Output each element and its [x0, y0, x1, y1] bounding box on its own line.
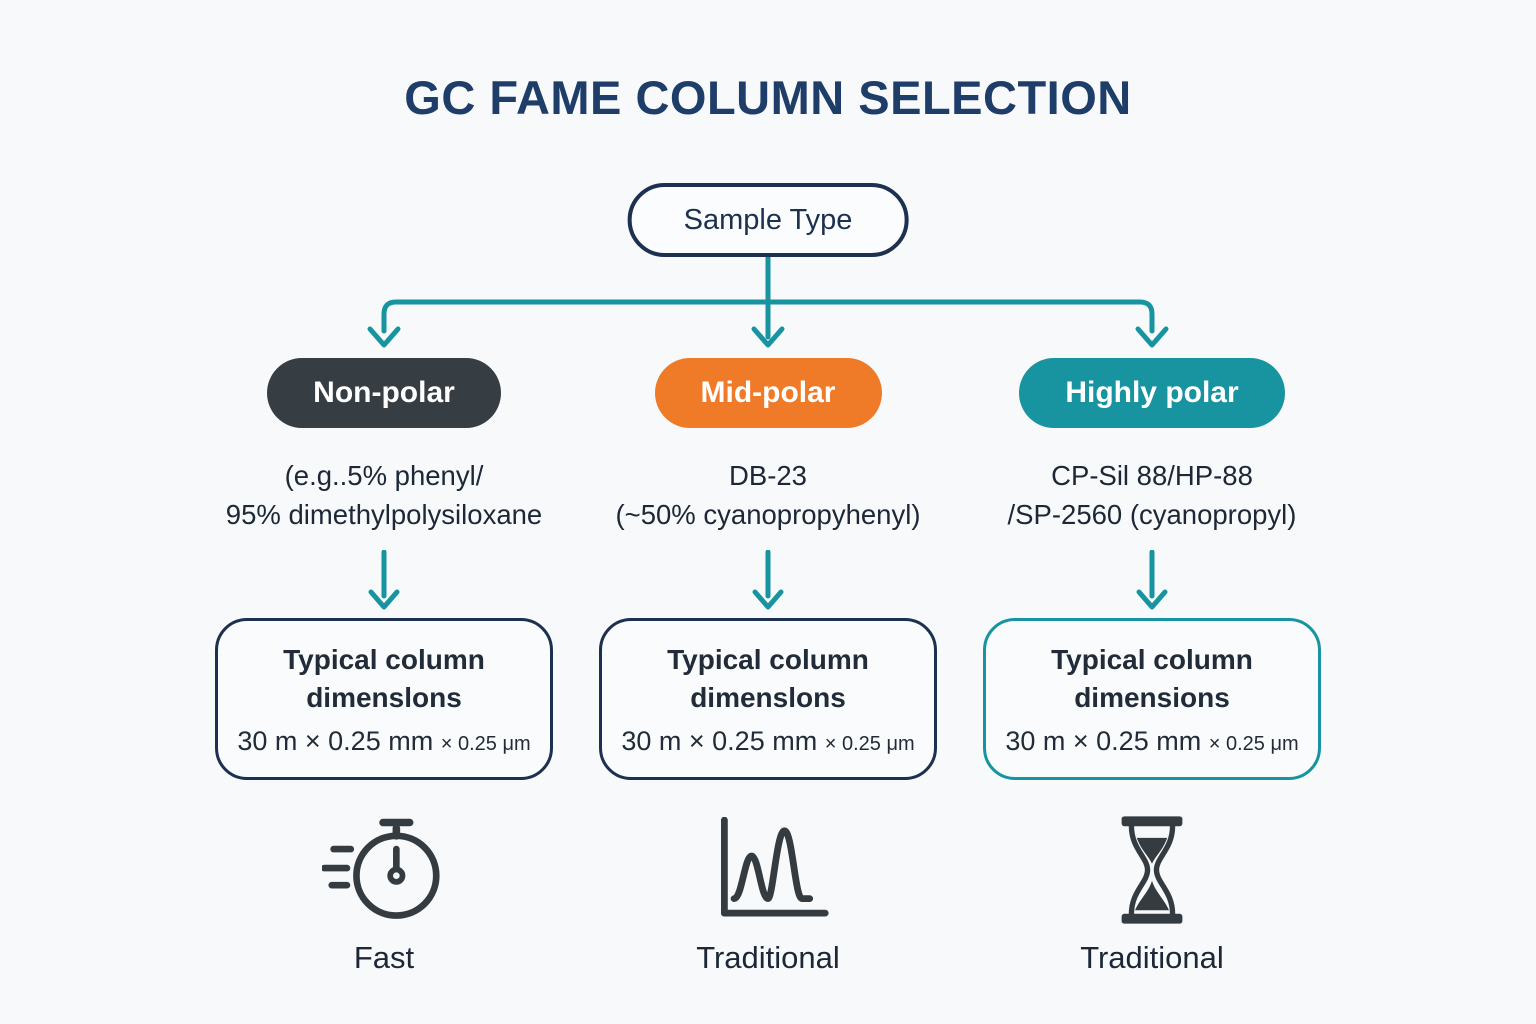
dimensions-value: 30 m × 0.25 mm × 0.25 μm — [986, 726, 1318, 757]
midpolar-description-line1: DB-23 — [729, 460, 807, 491]
arrowhead-left-icon — [367, 326, 401, 348]
nonpolar-node: Non-polar — [267, 358, 501, 428]
highlypolar-description-line2: /SP-2560 (cyanopropyl) — [1007, 499, 1297, 530]
chromatogram-icon — [720, 816, 829, 917]
nonpolar-description-line1: (e.g..5% phenyl/ — [284, 460, 484, 491]
dimensions-value-main: 30 m × 0.25 mm — [621, 726, 818, 756]
highlypolar-node: Highly polar — [1019, 358, 1285, 428]
highlypolar-description: CP-Sil 88/HP-88 /SP-2560 (cyanopropyl) — [960, 456, 1344, 534]
dimensions-box-title-line1: Typical column — [667, 644, 869, 675]
speed-icon-slot — [192, 810, 576, 930]
dimensions-value: 30 m × 0.25 mm × 0.25 μm — [602, 726, 934, 757]
dimensions-value: 30 m × 0.25 mm × 0.25 μm — [218, 726, 550, 757]
dimensions-value-film: × 0.25 μm — [440, 733, 531, 755]
branch-columns: Non-polar (e.g..5% phenyl/ 95% dimethylp… — [192, 358, 1344, 976]
highlypolar-description-line1: CP-Sil 88/HP-88 — [1051, 460, 1253, 491]
dimensions-value-film: × 0.25 μm — [1208, 733, 1299, 755]
branch-connector-arrows — [367, 257, 1169, 348]
midpolar-description: DB-23 (~50% cyanopropyhenyl) — [576, 456, 960, 534]
midpolar-description-line2: (~50% cyanopropyhenyl) — [615, 499, 921, 530]
connector-left-line — [381, 299, 771, 334]
dimensions-value-main: 30 m × 0.25 mm — [237, 726, 434, 756]
dimensions-value-main: 30 m × 0.25 mm — [1005, 726, 1202, 756]
sample-type-node: Sample Type — [627, 183, 909, 257]
dimensions-box-nonpolar: Typical column dimenslons 30 m × 0.25 mm… — [215, 618, 553, 780]
speed-label: Fast — [353, 940, 415, 975]
arrowhead-center-icon — [751, 326, 785, 348]
speed-icon-slot — [576, 810, 960, 930]
down-arrow-icon — [1136, 550, 1168, 610]
dimensions-box-midpolar: Typical column dimenslons 30 m × 0.25 mm… — [599, 618, 937, 780]
branch-column-midpolar: Mid-polar DB-23 (~50% cyanopropyhenyl) T… — [576, 358, 960, 976]
dimensions-box-title-line1: Typical column — [283, 644, 485, 675]
stopwatch-icon — [322, 818, 440, 919]
dimensions-box-title-line2: dimensions — [1074, 682, 1230, 713]
speed-label: Traditional — [1080, 940, 1224, 975]
arrowhead-right-icon — [1135, 326, 1169, 348]
branch-column-nonpolar: Non-polar (e.g..5% phenyl/ 95% dimethylp… — [192, 358, 576, 976]
dimensions-box-title-line2: dimenslons — [690, 682, 846, 713]
midpolar-node: Mid-polar — [654, 358, 882, 428]
connector-right-line — [765, 299, 1155, 334]
nonpolar-description-line2: 95% dimethylpolysiloxane — [225, 499, 543, 530]
speed-label: Traditional — [696, 940, 840, 975]
branch-column-highlypolar: Highly polar CP-Sil 88/HP-88 /SP-2560 (c… — [960, 358, 1344, 976]
dimensions-box-title-line2: dimenslons — [306, 682, 462, 713]
dimensions-box-title-line1: Typical column — [1051, 644, 1253, 675]
down-arrow-icon — [368, 550, 400, 610]
nonpolar-description: (e.g..5% phenyl/ 95% dimethylpolysiloxan… — [192, 456, 576, 534]
down-arrow-icon — [752, 550, 784, 610]
speed-icon-slot — [960, 810, 1344, 930]
dimensions-box-highlypolar: Typical column dimensions 30 m × 0.25 mm… — [983, 618, 1321, 780]
dimensions-value-film: × 0.25 μm — [824, 733, 915, 755]
page-title: GC FAME COLUMN SELECTION — [404, 71, 1132, 124]
hourglass-icon — [1121, 816, 1183, 924]
